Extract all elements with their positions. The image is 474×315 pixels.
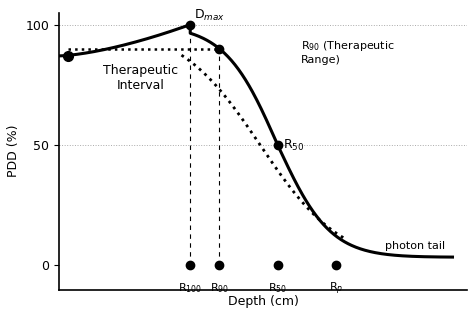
X-axis label: Depth (cm): Depth (cm) [228,295,299,308]
Text: D$_{max}$: D$_{max}$ [194,8,225,23]
Text: Therapeutic
Interval: Therapeutic Interval [103,64,178,92]
Text: R$_{50}$: R$_{50}$ [268,281,287,295]
Text: R$_{p}$: R$_{p}$ [329,281,343,297]
Y-axis label: PDD (%): PDD (%) [7,125,20,177]
Text: R$_{90}$ (Therapeutic
Range): R$_{90}$ (Therapeutic Range) [301,39,395,65]
Text: R$_{90}$: R$_{90}$ [210,281,229,295]
Text: R$_{100}$: R$_{100}$ [178,281,202,295]
Text: photon tail: photon tail [385,241,446,251]
Text: R$_{50}$: R$_{50}$ [283,137,305,152]
